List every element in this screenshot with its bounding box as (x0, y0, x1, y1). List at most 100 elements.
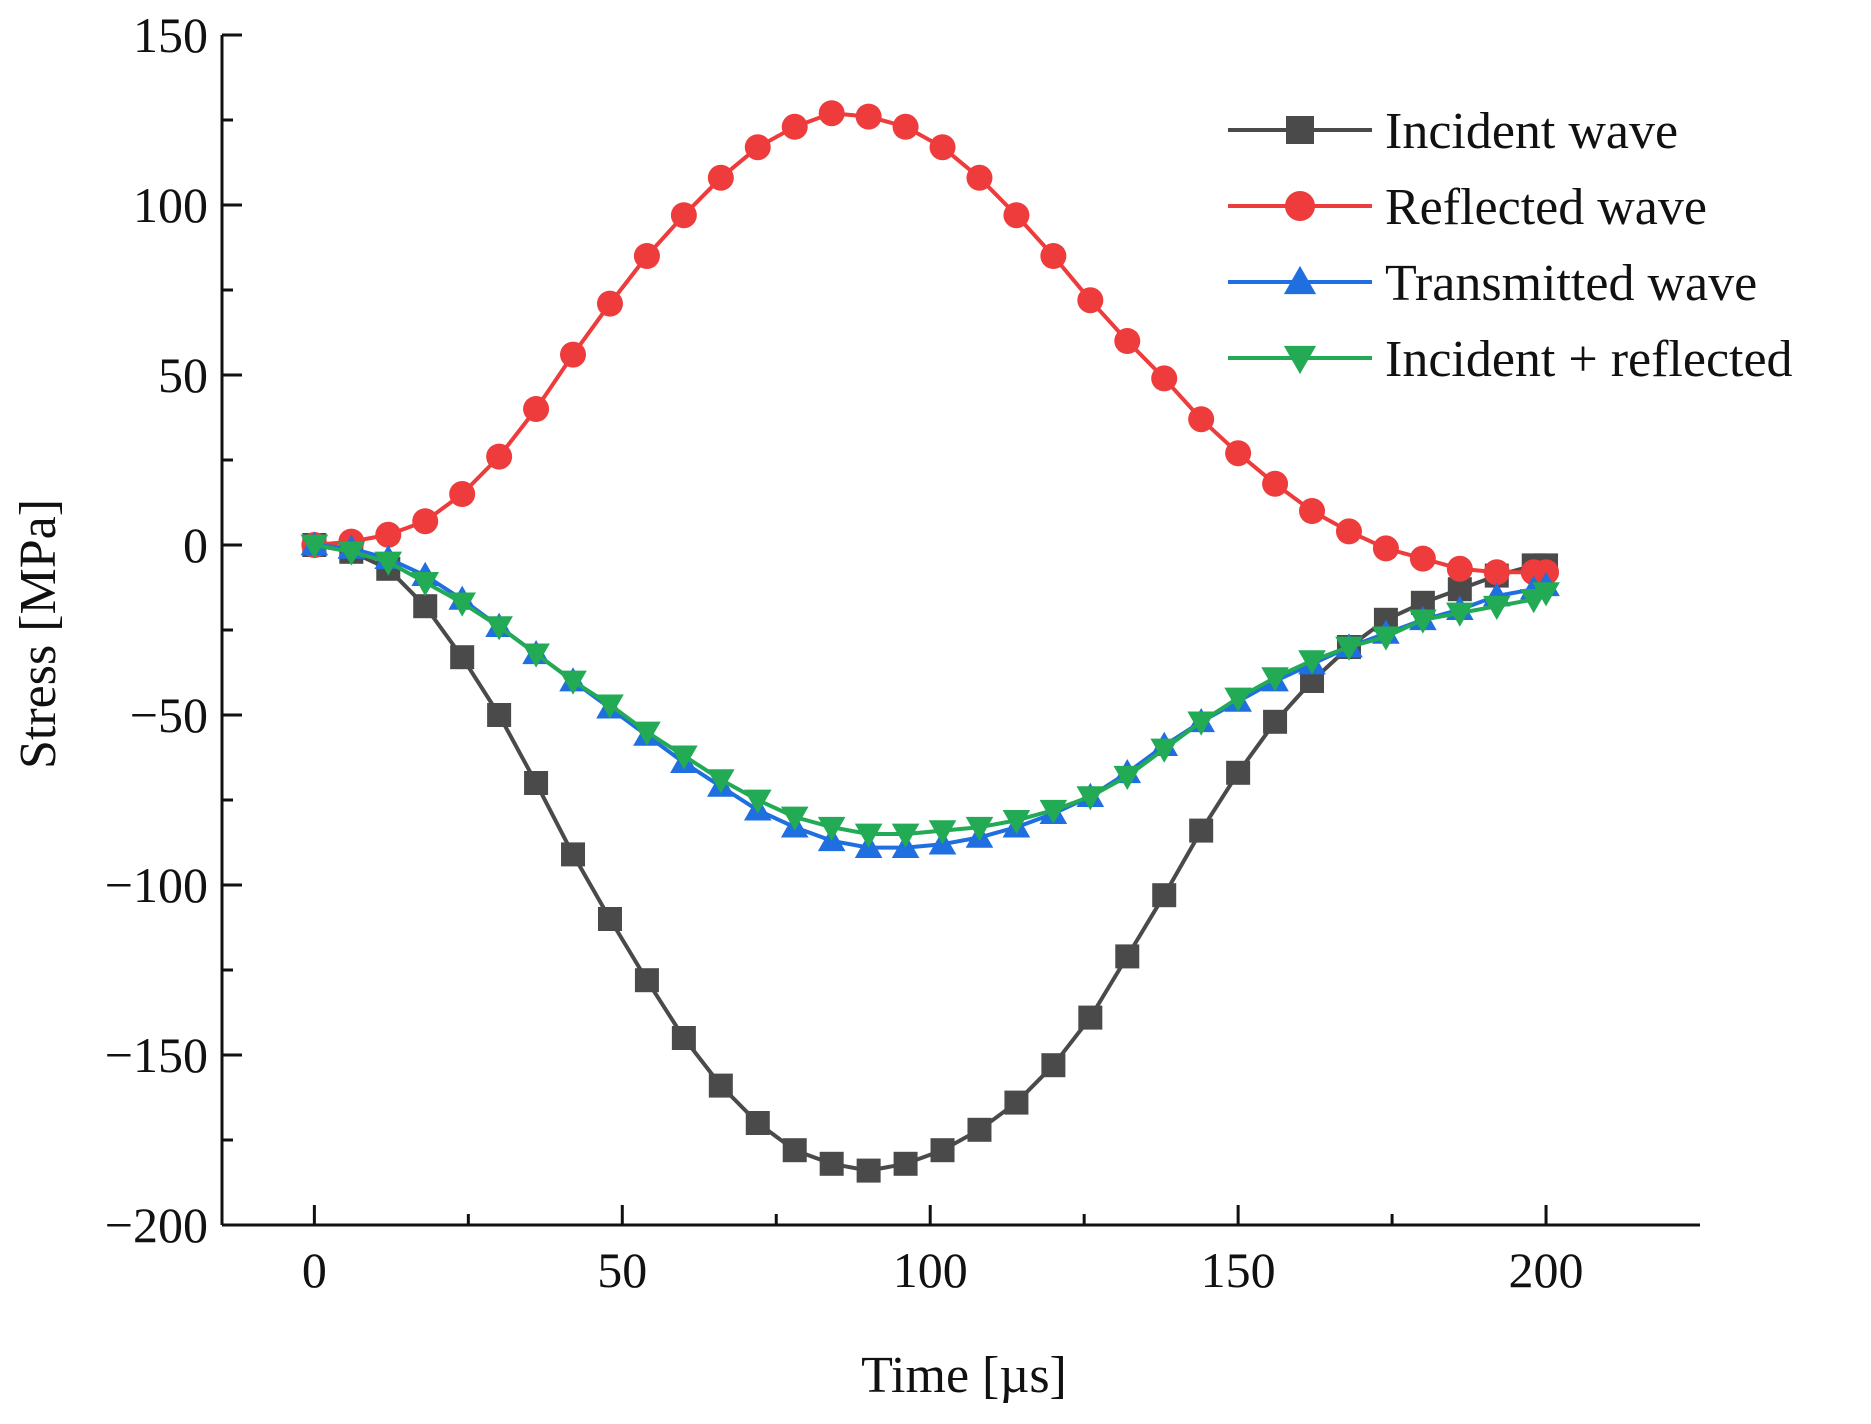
series-line (314, 543, 1547, 836)
series-layer (300, 100, 1560, 1183)
data-point (411, 572, 440, 597)
data-point (561, 842, 586, 867)
data-point (1189, 818, 1214, 843)
data-point (1446, 602, 1474, 627)
y-tick-label: −50 (130, 687, 208, 743)
data-point (782, 1138, 807, 1163)
data-point (1003, 202, 1030, 229)
y-tick-label: −150 (105, 1027, 208, 1083)
data-point (744, 134, 771, 161)
y-tick-label: 0 (183, 517, 208, 573)
data-point (486, 443, 513, 470)
y-tick-label: −100 (105, 857, 208, 913)
data-point (1113, 765, 1142, 790)
legend-label: Incident + reflected (1385, 331, 1793, 388)
legend-swatch-marker (1286, 116, 1314, 144)
data-point (1151, 365, 1178, 392)
data-point (1409, 609, 1437, 634)
data-point (413, 594, 438, 619)
data-point (633, 243, 660, 269)
data-point (634, 968, 659, 993)
x-tick-label: 100 (893, 1242, 968, 1298)
data-point (708, 1073, 733, 1098)
data-point (670, 202, 697, 229)
legend-item: Transmitted wave (1228, 255, 1757, 312)
series-incident-reflected (300, 534, 1560, 848)
data-point (524, 771, 549, 795)
legend-swatch-marker (1283, 265, 1317, 295)
y-tick-label: 150 (133, 7, 208, 63)
data-point (560, 341, 587, 368)
data-point (1152, 883, 1177, 908)
legend: Incident wave Reflected wave Transmitted w… (1228, 103, 1793, 388)
legend-item: Incident + reflected (1228, 331, 1793, 388)
data-point (1262, 470, 1289, 497)
data-point (1409, 545, 1436, 572)
data-point (930, 1138, 955, 1163)
data-point (1532, 582, 1560, 607)
data-point (854, 823, 883, 848)
series-reflected-wave (301, 100, 1560, 586)
data-point (856, 1158, 881, 1183)
data-point (1039, 799, 1068, 824)
data-point (745, 1111, 770, 1135)
y-tick-label: −200 (105, 1197, 208, 1253)
data-point (1225, 440, 1252, 467)
legend-label: Incident wave (1385, 103, 1678, 160)
data-point (966, 164, 993, 191)
data-point (892, 113, 919, 140)
data-point (485, 616, 513, 641)
data-point (1446, 555, 1473, 582)
data-point (855, 103, 882, 130)
data-point (1261, 667, 1289, 692)
x-tick-label: 150 (1201, 1242, 1276, 1298)
data-point (1335, 518, 1362, 545)
data-point (1115, 944, 1140, 969)
data-point (1372, 535, 1399, 562)
data-point (522, 643, 550, 668)
legend-item: Incident wave (1228, 103, 1678, 160)
data-point (707, 164, 734, 191)
y-tick-label: 50 (158, 347, 208, 403)
data-point (707, 769, 735, 794)
data-point (819, 1151, 844, 1176)
data-point (633, 721, 661, 746)
data-point (1187, 711, 1215, 736)
data-point (559, 670, 587, 695)
data-point (596, 694, 624, 719)
x-tick-label: 50 (597, 1242, 647, 1298)
data-point (487, 703, 512, 727)
data-point (1040, 243, 1067, 269)
data-point (780, 806, 809, 831)
legend-swatch-marker (1285, 191, 1315, 221)
data-point (1483, 559, 1510, 586)
y-axis-title: Stress [MPa] (10, 499, 67, 769)
data-point (1076, 786, 1105, 811)
series-line (314, 543, 1547, 850)
data-point (412, 508, 439, 535)
data-point (929, 134, 956, 161)
legend-item: Reflected wave (1228, 179, 1707, 236)
data-point (891, 823, 920, 848)
data-point (965, 816, 994, 841)
data-point (967, 1117, 992, 1142)
data-point (300, 534, 329, 559)
data-point (597, 907, 622, 931)
x-tick-label: 0 (302, 1242, 327, 1298)
data-point (1299, 498, 1326, 524)
y-tick-label: 100 (133, 177, 208, 233)
data-point (1263, 709, 1288, 734)
data-point (1078, 1005, 1103, 1030)
data-point (450, 645, 475, 670)
data-point (449, 481, 476, 507)
data-point (374, 551, 403, 576)
data-point (781, 113, 808, 140)
data-point (1041, 1053, 1066, 1078)
data-point (1224, 687, 1252, 712)
series-line (314, 111, 1546, 575)
data-point (1482, 595, 1511, 620)
data-point (375, 521, 402, 548)
data-point (1188, 406, 1215, 433)
